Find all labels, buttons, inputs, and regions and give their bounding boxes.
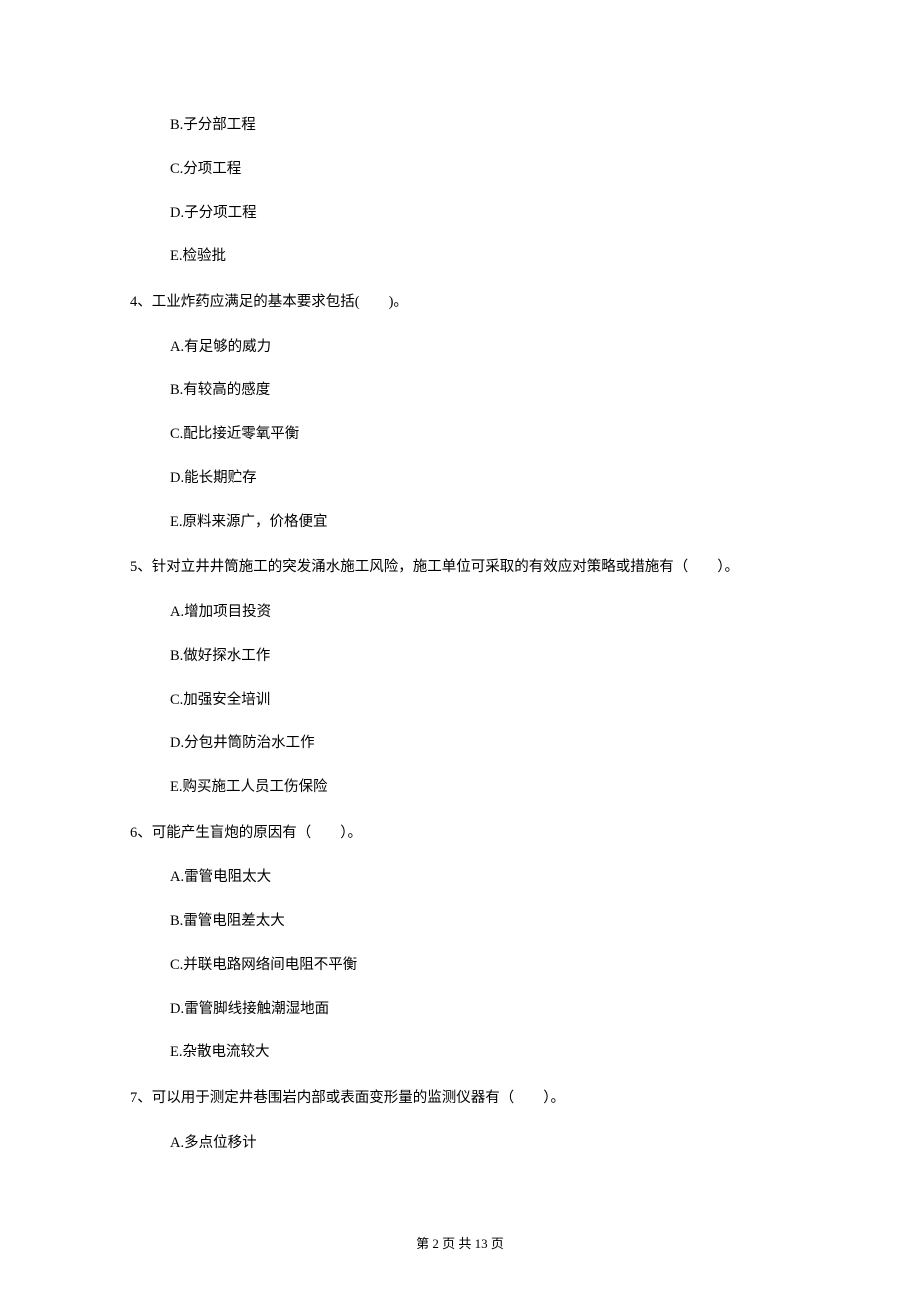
document-body: B.子分部工程 C.分项工程 D.子分项工程 E.检验批 4、工业炸药应满足的基… (0, 0, 920, 1155)
q6-option-b: B.雷管电阻差太大 (130, 911, 790, 933)
q3-option-e: E.检验批 (130, 246, 790, 268)
q3-option-d: D.子分项工程 (130, 203, 790, 225)
q3-option-b: B.子分部工程 (130, 115, 790, 137)
q5-stem: 5、针对立井井筒施工的突发涌水施工风险，施工单位可采取的有效应对策略或措施有（ … (130, 555, 790, 580)
q3-option-c: C.分项工程 (130, 159, 790, 181)
page-footer: 第 2 页 共 13 页 (0, 1233, 920, 1252)
q6-option-d: D.雷管脚线接触潮湿地面 (130, 999, 790, 1021)
q6-stem: 6、可能产生盲炮的原因有（ ）。 (130, 821, 790, 846)
q5-option-e: E.购买施工人员工伤保险 (130, 777, 790, 799)
q5-option-a: A.增加项目投资 (130, 602, 790, 624)
q4-option-c: C.配比接近零氧平衡 (130, 424, 790, 446)
q4-option-e: E.原料来源广，价格便宜 (130, 512, 790, 534)
q7-option-a: A.多点位移计 (130, 1133, 790, 1155)
q5-option-d: D.分包井筒防治水工作 (130, 733, 790, 755)
q4-option-a: A.有足够的威力 (130, 337, 790, 359)
q4-option-b: B.有较高的感度 (130, 380, 790, 402)
q6-option-c: C.并联电路网络间电阻不平衡 (130, 955, 790, 977)
q5-option-c: C.加强安全培训 (130, 690, 790, 712)
q6-option-e: E.杂散电流较大 (130, 1042, 790, 1064)
q4-option-d: D.能长期贮存 (130, 468, 790, 490)
q4-stem: 4、工业炸药应满足的基本要求包括( )。 (130, 290, 790, 315)
q6-option-a: A.雷管电阻太大 (130, 867, 790, 889)
q7-stem: 7、可以用于测定井巷围岩内部或表面变形量的监测仪器有（ ）。 (130, 1086, 790, 1111)
q5-option-b: B.做好探水工作 (130, 646, 790, 668)
